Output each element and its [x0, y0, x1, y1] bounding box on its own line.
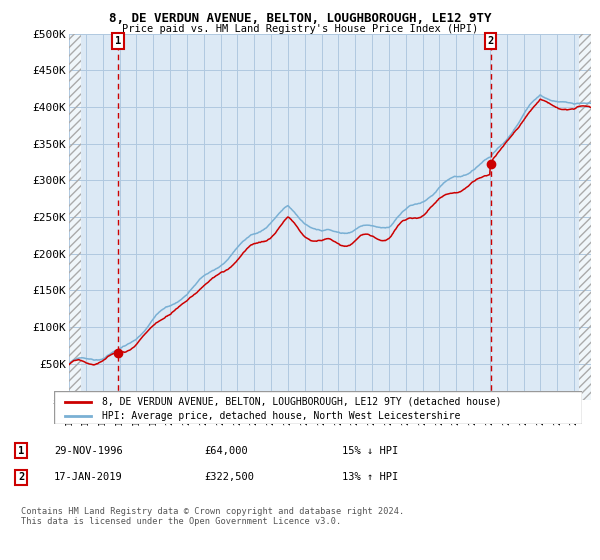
Text: 2: 2	[488, 36, 494, 46]
Text: 1: 1	[18, 446, 24, 456]
Text: 8, DE VERDUN AVENUE, BELTON, LOUGHBOROUGH, LE12 9TY (detached house): 8, DE VERDUN AVENUE, BELTON, LOUGHBOROUG…	[101, 396, 501, 407]
Bar	[69, 34, 81, 400]
Text: 17-JAN-2019: 17-JAN-2019	[54, 472, 123, 482]
Text: 1: 1	[115, 36, 121, 46]
Text: Contains HM Land Registry data © Crown copyright and database right 2024.
This d: Contains HM Land Registry data © Crown c…	[21, 507, 404, 526]
Text: 29-NOV-1996: 29-NOV-1996	[54, 446, 123, 456]
Text: 13% ↑ HPI: 13% ↑ HPI	[342, 472, 398, 482]
FancyBboxPatch shape	[54, 391, 582, 424]
Text: 15% ↓ HPI: 15% ↓ HPI	[342, 446, 398, 456]
Text: HPI: Average price, detached house, North West Leicestershire: HPI: Average price, detached house, Nort…	[101, 411, 460, 421]
Text: 2: 2	[18, 472, 24, 482]
Text: 8, DE VERDUN AVENUE, BELTON, LOUGHBOROUGH, LE12 9TY: 8, DE VERDUN AVENUE, BELTON, LOUGHBOROUG…	[109, 12, 491, 25]
Text: Price paid vs. HM Land Registry's House Price Index (HPI): Price paid vs. HM Land Registry's House …	[122, 24, 478, 34]
Bar	[579, 34, 591, 400]
Text: £322,500: £322,500	[204, 472, 254, 482]
Bar	[579, 34, 591, 400]
Bar	[69, 34, 81, 400]
Text: £64,000: £64,000	[204, 446, 248, 456]
